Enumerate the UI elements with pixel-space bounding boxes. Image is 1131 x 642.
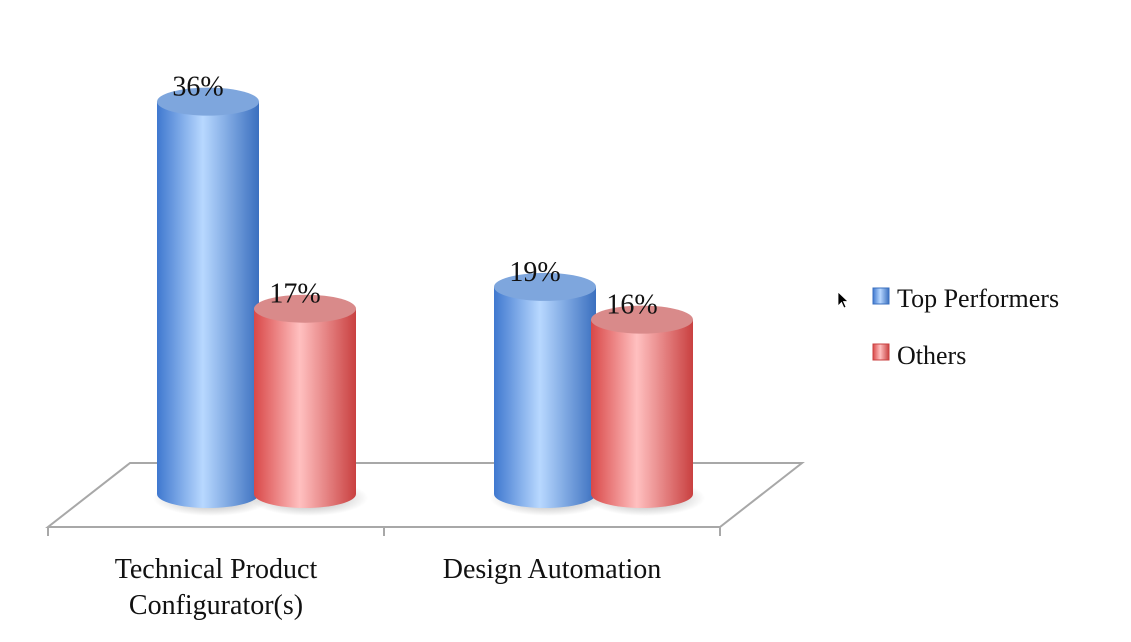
bar-others [250, 294, 368, 516]
bar-others [587, 305, 705, 516]
category-labels: Technical Product Configurator(s) Design A… [115, 554, 662, 621]
category-label: Design Automation [443, 554, 662, 585]
legend: Top Performers Others [872, 284, 1059, 370]
legend-label-others: Others [897, 341, 966, 370]
data-label-others: 17% [269, 279, 320, 310]
bar-top-performers [490, 272, 608, 516]
data-label-top-performers: 19% [509, 257, 560, 288]
legend-item-top-performers: Top Performers [872, 284, 1059, 313]
labels-layer: 36% 17% 19% 16% [172, 72, 657, 321]
bar-top-cap [157, 87, 259, 116]
data-label-top-performers: 36% [172, 72, 223, 103]
legend-swatch-others [872, 343, 890, 361]
bar-top-cap [591, 305, 693, 334]
legend-item-others: Others [872, 341, 966, 370]
bar-top-performers [153, 87, 271, 516]
data-label-others: 16% [606, 290, 657, 321]
bar-body [157, 101, 259, 508]
bar-top-cap [254, 294, 356, 323]
bar-body [591, 319, 693, 508]
bar-body [254, 308, 356, 508]
category-label: Configurator(s) [129, 590, 303, 621]
mouse-cursor-icon [837, 291, 850, 309]
legend-swatch-top-performers [872, 287, 890, 305]
bar-body [494, 286, 596, 508]
bar-top-cap [494, 272, 596, 301]
category-label: Technical Product [115, 554, 318, 585]
legend-label-top-performers: Top Performers [897, 284, 1059, 313]
bars-layer [153, 87, 705, 516]
